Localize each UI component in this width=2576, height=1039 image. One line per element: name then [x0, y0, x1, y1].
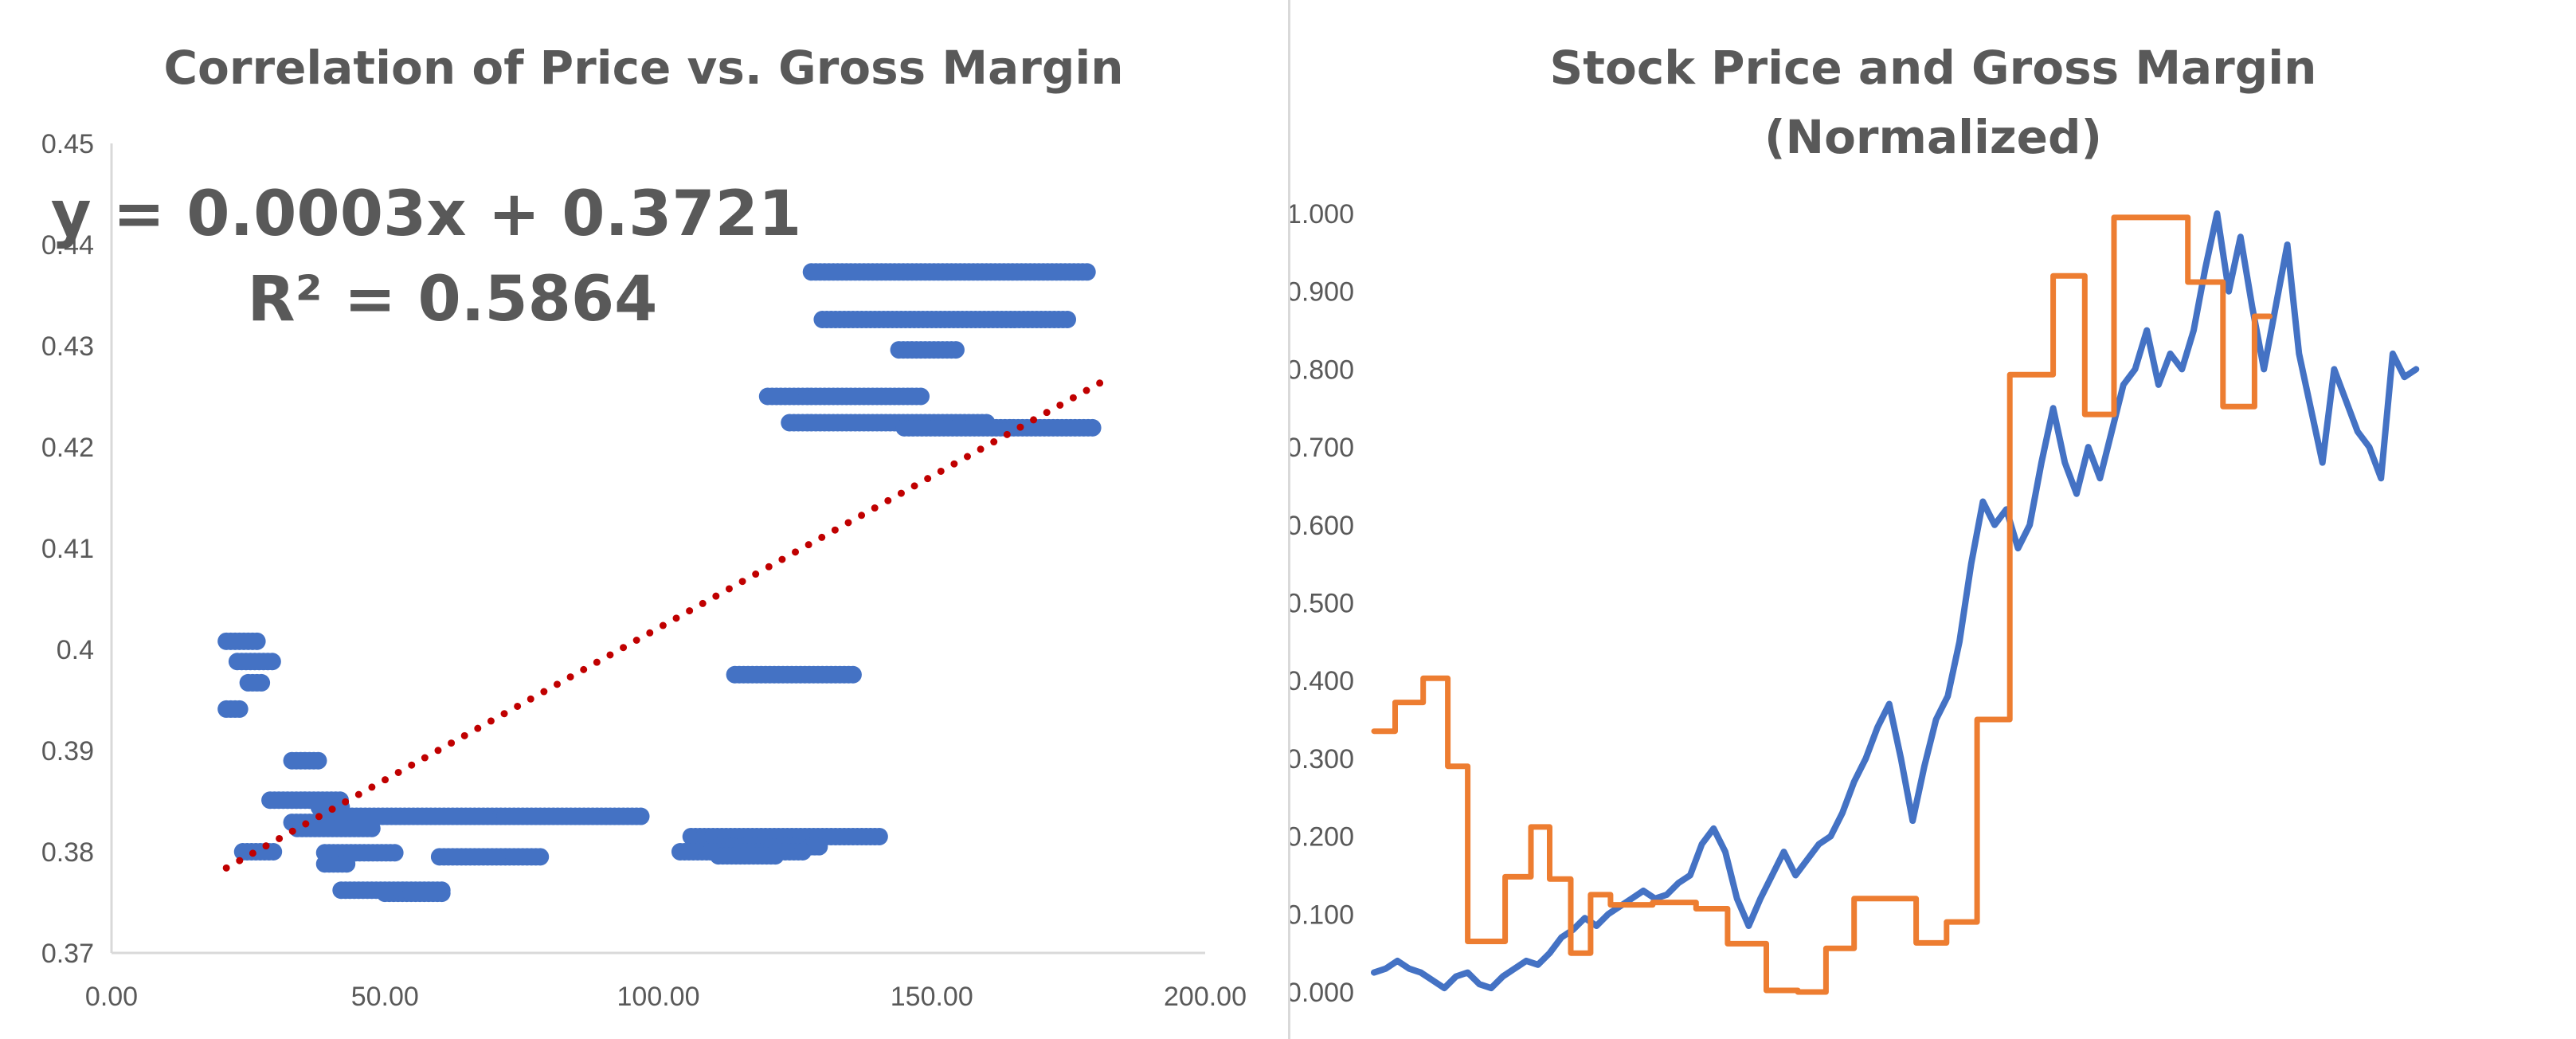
scatter-point: [632, 807, 650, 825]
scatter-point-cluster: [217, 700, 249, 718]
y-tick-label: 0.900: [1290, 277, 1354, 308]
trendline-equation: y = 0.0003x + 0.3721: [51, 178, 801, 250]
line-chart: Stock Price and Gross Margin (Normalized…: [1290, 41, 2420, 1008]
y-tick-label: 0.37: [41, 939, 94, 969]
line-chart-title: Stock Price and Gross Margin: [1550, 41, 2317, 95]
series-line-blue: [1371, 210, 2420, 992]
x-tick-label: 200.00: [1164, 982, 1247, 1012]
scatter-point: [870, 827, 888, 845]
scatter-point: [1059, 310, 1077, 328]
x-tick-label: 150.00: [891, 982, 973, 1012]
scatter-point: [946, 341, 965, 359]
y-tick-label: 0.44: [41, 230, 94, 261]
scatter-point: [766, 847, 785, 865]
scatter-point: [248, 632, 266, 650]
scatter-point: [230, 700, 249, 718]
y-tick-label: 0.500: [1290, 589, 1354, 619]
scatter-point: [793, 843, 812, 861]
scatter-point: [263, 653, 281, 671]
scatter-point: [912, 387, 930, 406]
scatter-chart: Correlation of Price vs. Gross Margin 0.…: [41, 41, 1247, 1012]
scatter-point: [1078, 263, 1096, 281]
scatter-chart-panel: Correlation of Price vs. Gross Margin 0.…: [41, 41, 1247, 1012]
line-chart-subtitle: (Normalized): [1764, 110, 2102, 164]
scatter-point-cluster: [315, 855, 356, 873]
x-tick-label: 0.00: [85, 982, 138, 1012]
scatter-point-cluster: [802, 263, 1096, 281]
y-tick-label: 0.700: [1290, 433, 1354, 463]
scatter-point-cluster: [813, 310, 1077, 328]
scatter-point: [362, 819, 381, 837]
scatter-point-cluster: [430, 848, 550, 866]
y-tick-label: 0.45: [41, 129, 94, 159]
y-tick-label: 0.400: [1290, 666, 1354, 696]
scatter-point-cluster: [726, 665, 862, 684]
y-tick-label: 0.600: [1290, 511, 1354, 541]
scatter-point: [253, 673, 271, 692]
y-tick-label: 0.43: [41, 331, 94, 362]
x-tick-label: 100.00: [617, 982, 700, 1012]
scatter-point: [386, 844, 404, 862]
scatter-point: [531, 848, 550, 866]
scatter-point-cluster: [758, 387, 930, 406]
y-tick-label: 0.41: [41, 534, 94, 564]
scatter-point: [810, 837, 828, 856]
y-tick-label: 0.39: [41, 736, 94, 767]
scatter-point-cluster: [895, 418, 1102, 437]
scatter-point: [844, 665, 862, 684]
y-tick-label: 0.000: [1290, 978, 1354, 1008]
y-tick-label: 0.100: [1290, 900, 1354, 930]
x-tick-label: 50.00: [351, 982, 419, 1012]
trendline-r-squared: R² = 0.5864: [248, 264, 658, 335]
y-tick-label: 0.38: [41, 837, 94, 868]
y-tick-label: 0.4: [57, 635, 94, 665]
trendline: [222, 378, 1106, 872]
series-line-orange: [1371, 214, 2273, 995]
line-chart-panel: Stock Price and Gross Margin (Normalized…: [1288, 0, 2576, 1039]
scatter-point-cluster: [283, 751, 327, 770]
y-tick-label: 0.42: [41, 433, 94, 463]
scatter-point: [309, 751, 327, 770]
scatter-point: [338, 855, 356, 873]
scatter-point-cluster: [890, 341, 965, 359]
y-tick-label: 1.000: [1290, 199, 1354, 229]
y-tick-label: 0.800: [1290, 355, 1354, 385]
scatter-point: [433, 884, 451, 903]
scatter-point-cluster: [376, 884, 451, 903]
scatter-point-cluster: [288, 819, 381, 837]
scatter-point-cluster: [239, 673, 271, 692]
scatter-point-cluster: [228, 653, 281, 671]
scatter-point-cluster: [710, 847, 785, 865]
scatter-point: [1083, 418, 1102, 437]
scatter-chart-title: Correlation of Price vs. Gross Margin: [163, 41, 1123, 95]
y-tick-label: 0.300: [1290, 744, 1354, 774]
y-tick-label: 0.200: [1290, 822, 1354, 853]
scatter-point-cluster: [217, 632, 266, 650]
